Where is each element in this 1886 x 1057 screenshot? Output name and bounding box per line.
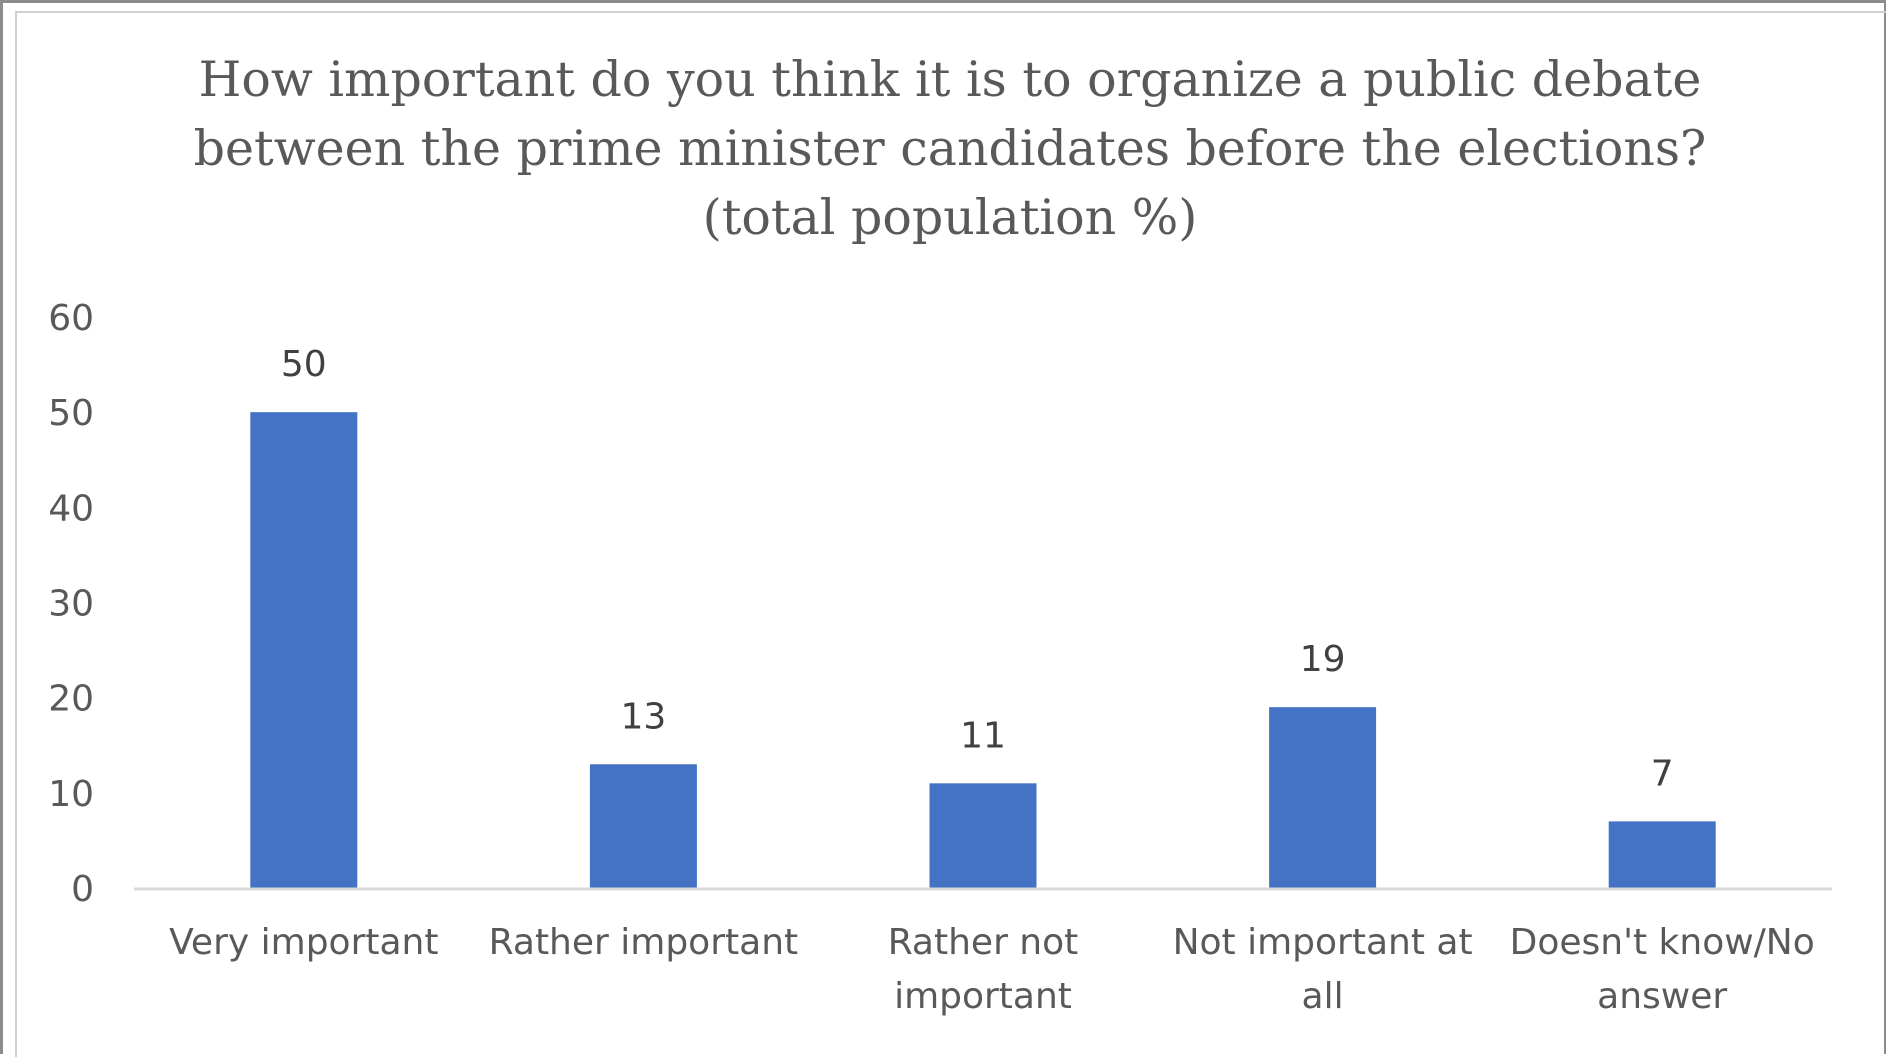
bar: [1269, 707, 1377, 888]
y-tick-label: 20: [48, 679, 94, 720]
y-tick-label: 10: [48, 774, 94, 815]
chart-title: How important do you think it is to orga…: [193, 51, 1707, 246]
x-tick-label: Very important: [169, 922, 439, 963]
x-tick-label: Rather not important: [887, 922, 1079, 1017]
x-tick-label: Rather important: [488, 922, 799, 963]
x-tick-label: Not important at all: [1172, 922, 1473, 1017]
data-label: 19: [1300, 639, 1346, 680]
bar: [250, 412, 358, 888]
data-label: 7: [1651, 753, 1674, 794]
y-tick-label: 0: [71, 869, 94, 910]
x-tick-label: Doesn't know/No answer: [1509, 922, 1815, 1017]
y-tick-label: 40: [48, 488, 94, 529]
data-label: 13: [620, 696, 666, 737]
data-label: 11: [960, 715, 1006, 756]
y-tick-label: 50: [48, 393, 94, 434]
data-label: 50: [281, 344, 327, 385]
bar: [929, 783, 1037, 888]
y-tick-label: 60: [48, 298, 94, 339]
y-tick-label: 30: [48, 584, 94, 625]
bar: [589, 764, 697, 888]
chart-area-border: [15, 11, 1886, 1057]
bar: [1608, 821, 1716, 888]
